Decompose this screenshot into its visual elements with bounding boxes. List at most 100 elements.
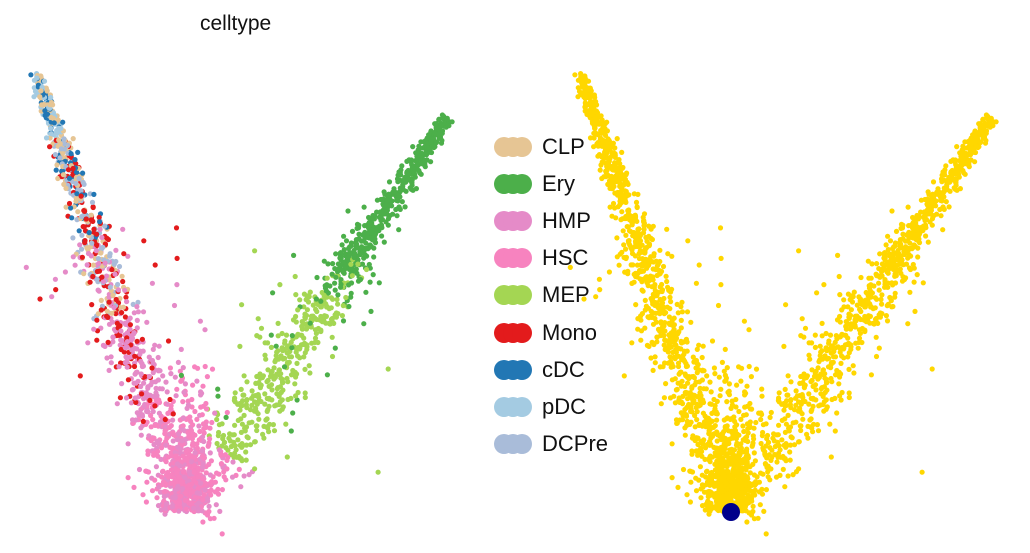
data-point-ery xyxy=(357,276,364,283)
data-point xyxy=(673,417,680,423)
data-point xyxy=(873,271,879,277)
data-point xyxy=(668,299,674,305)
data-point-hmp xyxy=(171,302,178,309)
data-point xyxy=(700,410,706,416)
data-point-hmp xyxy=(133,369,139,376)
data-point-mono xyxy=(89,302,95,308)
data-point xyxy=(910,214,916,221)
data-point xyxy=(824,348,830,354)
data-point-hmp xyxy=(201,438,207,445)
data-point xyxy=(908,230,914,236)
data-point-mep xyxy=(304,342,310,348)
data-point-ery xyxy=(431,144,437,151)
data-point-ery xyxy=(371,254,377,260)
data-point-dcpre xyxy=(89,240,95,246)
data-point-dcpre xyxy=(135,299,141,305)
data-point-mep xyxy=(313,330,319,336)
data-point-mep xyxy=(243,457,249,463)
data-point xyxy=(832,354,839,360)
data-point-mep xyxy=(312,335,319,341)
data-point-mono xyxy=(96,268,103,274)
data-point xyxy=(801,334,807,340)
data-point xyxy=(665,251,671,257)
data-point-hmp xyxy=(119,381,125,387)
data-point xyxy=(869,261,875,267)
data-point-clp xyxy=(55,175,61,182)
data-point-hsc xyxy=(201,492,207,498)
data-point-ery xyxy=(342,263,348,269)
data-point-hmp xyxy=(146,392,152,398)
data-point-ery xyxy=(405,177,411,183)
data-point-clp xyxy=(60,172,66,178)
data-point xyxy=(604,172,610,178)
data-point xyxy=(966,164,972,170)
data-point xyxy=(883,242,889,248)
data-point xyxy=(930,179,937,185)
data-point xyxy=(982,122,988,128)
data-point xyxy=(660,364,666,370)
data-point-dcpre xyxy=(94,276,100,282)
data-point-hsc xyxy=(203,406,210,412)
data-point-clp xyxy=(119,273,125,279)
data-point-cdc xyxy=(28,72,34,78)
data-point-dcpre xyxy=(52,152,59,158)
data-point xyxy=(708,389,714,395)
data-point-mep xyxy=(238,403,244,409)
data-point-mep xyxy=(318,304,324,310)
data-point xyxy=(616,157,622,163)
data-point-hsc xyxy=(199,475,205,481)
data-point xyxy=(657,296,663,303)
data-point-mep xyxy=(282,340,288,346)
data-point xyxy=(774,432,780,438)
data-point-ery xyxy=(215,386,221,392)
data-point-mep xyxy=(243,449,249,455)
data-point xyxy=(723,486,730,492)
data-point-ery xyxy=(330,261,336,267)
data-point-hmp xyxy=(141,403,147,409)
data-point-mono xyxy=(96,214,102,220)
data-point xyxy=(638,317,644,323)
data-point-ery xyxy=(338,250,344,256)
data-point-mono xyxy=(98,307,104,313)
data-point-mep xyxy=(282,355,288,361)
data-point xyxy=(674,386,680,392)
data-point xyxy=(696,422,702,428)
data-point xyxy=(837,292,843,298)
data-point-hmp xyxy=(134,304,140,310)
data-point-ery xyxy=(401,177,407,183)
data-point xyxy=(651,284,657,290)
legend-marker xyxy=(494,136,532,157)
data-point-ery xyxy=(381,239,387,245)
data-point-hmp xyxy=(129,417,136,423)
data-point xyxy=(905,321,911,327)
legend-label: MEP xyxy=(542,282,590,308)
data-point xyxy=(685,403,691,409)
data-point xyxy=(657,311,663,317)
data-point-mono xyxy=(99,274,105,280)
data-point xyxy=(714,411,720,417)
data-point xyxy=(767,445,773,451)
data-point-hsc xyxy=(203,400,209,407)
data-point xyxy=(865,292,871,298)
data-point-mep xyxy=(249,388,255,394)
data-point xyxy=(620,228,626,234)
data-point xyxy=(743,412,749,418)
data-point xyxy=(817,343,823,349)
data-point xyxy=(650,294,656,300)
data-point-ery xyxy=(332,287,338,293)
data-point-hsc xyxy=(223,477,229,483)
data-point xyxy=(746,487,752,493)
data-point-mono xyxy=(141,238,147,244)
data-point xyxy=(718,485,725,492)
data-point-hsc xyxy=(192,494,198,500)
data-point xyxy=(740,437,746,443)
data-point-dcpre xyxy=(80,179,86,185)
data-point-ery xyxy=(294,397,300,403)
data-point xyxy=(848,346,854,352)
data-point xyxy=(706,431,712,437)
data-point-mep xyxy=(304,346,310,352)
data-point-hsc xyxy=(182,497,188,503)
data-point-hsc xyxy=(143,499,149,505)
data-point xyxy=(602,146,608,152)
data-point xyxy=(604,119,610,125)
